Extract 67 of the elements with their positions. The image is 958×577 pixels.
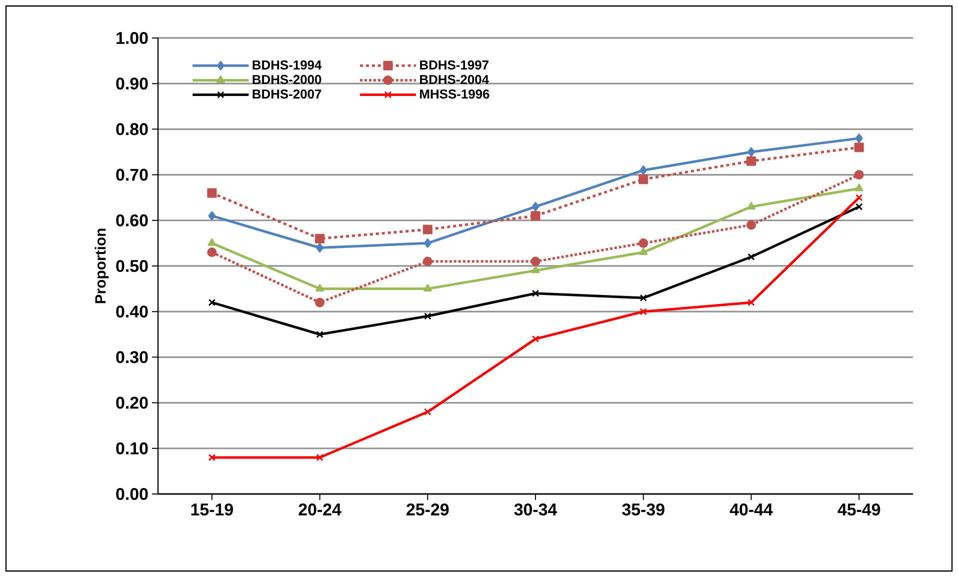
point (854, 170, 864, 180)
point (207, 248, 217, 258)
x-tick-label: 20-24 (298, 504, 342, 516)
point (854, 184, 864, 192)
y-tick-label: 0.10 (116, 442, 148, 454)
point (640, 308, 647, 316)
point (640, 294, 647, 302)
point (208, 298, 216, 306)
x-tick-label: 45-49 (838, 504, 880, 516)
point (748, 298, 755, 306)
point (530, 256, 540, 266)
legend-label: MHSS-1996 (420, 89, 490, 99)
point (208, 238, 216, 246)
point (856, 194, 863, 202)
point (531, 266, 540, 274)
point (208, 211, 216, 221)
y-axis-title: Proportion (94, 228, 109, 304)
y-tick-label: 0.60 (116, 214, 148, 226)
x-tick-label: 35-39 (622, 504, 664, 516)
point (315, 298, 325, 308)
point (746, 156, 756, 166)
point (856, 203, 863, 210)
point (748, 253, 755, 260)
legend-label: BDHS-1994 (252, 60, 322, 70)
point (747, 147, 755, 157)
point (854, 142, 864, 152)
point (315, 234, 325, 244)
point (316, 284, 324, 292)
point (422, 256, 432, 266)
y-tick-label: 0.40 (116, 306, 148, 318)
point (423, 284, 432, 292)
y-tick-label: 0.00 (116, 488, 148, 500)
point (316, 242, 324, 252)
point (316, 330, 324, 338)
y-tick-label: 0.80 (116, 123, 148, 136)
y-tick-label: 1.00 (116, 32, 148, 44)
legend-label: BDHS-2004 (420, 74, 489, 84)
point (530, 211, 540, 221)
legend-label: BDHS-2000 (252, 74, 322, 84)
point (532, 335, 540, 343)
point (747, 202, 756, 210)
x-tick-label: 15-19 (191, 504, 233, 516)
y-tick-label: 0.20 (116, 396, 148, 409)
legend-label: BDHS-1997 (420, 60, 488, 70)
point (638, 238, 648, 248)
y-tick-label: 0.30 (116, 351, 148, 364)
point (424, 408, 432, 416)
x-tick-label: 25-29 (406, 504, 449, 516)
legend-label: BDHS-2007 (252, 89, 322, 99)
point (640, 165, 648, 175)
y-tick-label: 0.50 (116, 260, 148, 272)
point (639, 248, 648, 256)
point (424, 312, 432, 320)
point (208, 454, 216, 462)
point (746, 220, 756, 230)
x-tick-label: 40-44 (730, 504, 773, 516)
point (422, 224, 432, 234)
x-tick-label: 30-34 (514, 504, 558, 516)
point (638, 174, 648, 184)
point (424, 238, 432, 248)
point (316, 454, 324, 462)
y-tick-label: 0.70 (116, 168, 148, 181)
point (855, 134, 863, 144)
point (207, 188, 217, 198)
point (532, 202, 540, 212)
y-tick-label: 0.90 (116, 78, 148, 90)
point (532, 290, 540, 297)
